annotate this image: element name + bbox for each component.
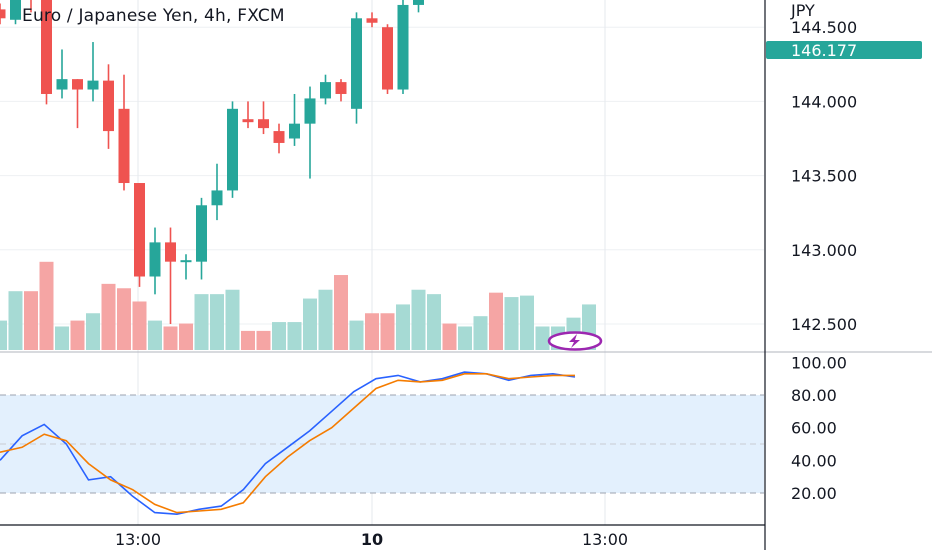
volume-bar [0, 320, 7, 350]
volume-series [0, 261, 596, 350]
last-price-badge: 146.177 [766, 41, 922, 60]
candle [227, 101, 238, 198]
currency-label: JPY [790, 1, 815, 20]
volume-bar [473, 316, 488, 350]
oscillator-tick-label: 100.00 [791, 353, 847, 372]
chart-title: Euro / Japanese Yen, 4h, FXCM [22, 6, 285, 26]
price-tick-label: 143.500 [791, 167, 857, 186]
volume-bar [39, 261, 54, 350]
price-axis-ticks: 146.500146.000145.500145.000144.500144.0… [791, 18, 857, 334]
volume-bar [411, 289, 426, 350]
candle [196, 197, 207, 280]
candle [366, 12, 378, 28]
candle [87, 42, 99, 102]
price-tick-label: 143.000 [791, 241, 857, 260]
volume-bar [504, 297, 519, 350]
candle [397, 0, 409, 94]
candle [134, 183, 145, 287]
candle [304, 86, 316, 179]
candle-series [0, 0, 424, 324]
volume-bar [210, 294, 224, 350]
volume-bar [272, 322, 286, 350]
volume-bar [241, 330, 255, 350]
oscillator-tick-label: 80.00 [791, 386, 837, 405]
volume-bar [163, 326, 178, 350]
candle [41, 0, 52, 105]
volume-bar [70, 320, 85, 350]
candle [289, 93, 300, 146]
candle [165, 227, 176, 324]
volume-bar [318, 289, 333, 350]
volume-bar [535, 326, 550, 350]
volume-bar [380, 313, 395, 350]
volume-bar [489, 292, 503, 350]
candle [180, 254, 192, 280]
volume-bar [334, 275, 348, 350]
candle [56, 49, 68, 99]
volume-bar [287, 322, 302, 350]
price-tick-label: 142.500 [791, 315, 857, 334]
volume-bar [520, 295, 534, 350]
volume-bar [179, 323, 193, 350]
candle [72, 79, 83, 129]
volume-bar [256, 330, 271, 350]
volume-bar [86, 313, 100, 350]
volume-bar [365, 313, 379, 350]
volume-bar [396, 304, 410, 350]
candle [118, 74, 130, 191]
oscillator-axis-ticks: 100.00 80.00 60.00 40.00 20.00 [791, 353, 847, 503]
candle [351, 12, 362, 124]
candle [103, 64, 114, 149]
candle [258, 101, 269, 135]
volume-bar [117, 288, 131, 350]
volume-bar [24, 291, 38, 350]
volume-bar [427, 294, 441, 350]
time-tick-label: 13:00 [115, 530, 161, 549]
candle [335, 79, 347, 102]
time-axis-ticks: 13:00 10 13:00 [115, 530, 628, 549]
volume-bar [458, 326, 472, 350]
volume-bar [194, 294, 209, 350]
candle [211, 163, 223, 221]
volume-bar [349, 320, 364, 350]
time-tick-label: 10 [361, 530, 383, 549]
volume-bar [132, 301, 147, 350]
stochastic-series [0, 371, 576, 516]
volume-bar [442, 323, 457, 350]
candle [242, 101, 254, 129]
candle [273, 123, 285, 154]
volume-bar [225, 289, 240, 350]
candle [413, 0, 424, 13]
last-price-value: 146.177 [791, 41, 857, 60]
stochastic-line [0, 372, 575, 514]
lightning-bolt-icon[interactable] [547, 331, 603, 351]
candle [320, 74, 331, 105]
candle [10, 0, 21, 25]
candle [149, 227, 161, 295]
volume-bar [8, 291, 23, 350]
volume-bar [303, 298, 317, 350]
oscillator-tick-label: 40.00 [791, 451, 837, 470]
candle [0, 3, 6, 25]
volume-bar [101, 283, 116, 350]
time-tick-label: 13:00 [582, 530, 628, 549]
volume-bar [55, 326, 69, 350]
candle [382, 24, 393, 94]
oscillator-tick-label: 60.00 [791, 419, 837, 438]
volume-bar [148, 320, 162, 350]
oscillator-tick-label: 20.00 [791, 484, 837, 503]
price-tick-label: 144.000 [791, 92, 857, 111]
price-tick-label: 144.500 [791, 18, 857, 37]
